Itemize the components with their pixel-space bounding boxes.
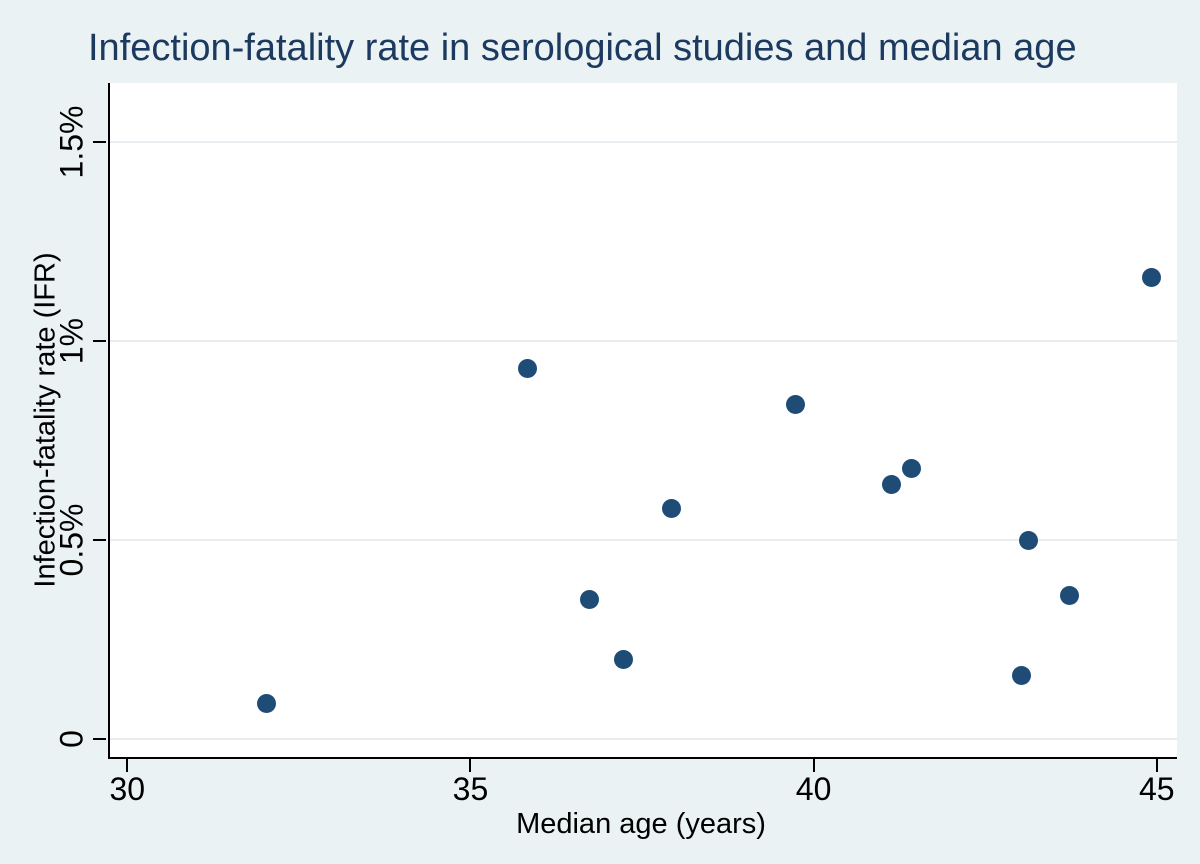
y-tick-label-0: 0 — [53, 730, 90, 748]
scatter-point-7 — [902, 458, 922, 478]
scatter-point-8 — [1011, 665, 1031, 685]
x-tick-30 — [126, 759, 129, 772]
scatter-point-2 — [579, 590, 599, 610]
scatter-point-9 — [1018, 530, 1038, 550]
scatter-point-10 — [1060, 586, 1080, 606]
scatter-point-0 — [257, 693, 277, 713]
gridline-y-0.5% — [110, 539, 1177, 541]
x-tick-40 — [812, 759, 815, 772]
y-tick-1% — [93, 340, 106, 343]
y-tick-1.5% — [93, 141, 106, 144]
x-tick-35 — [469, 759, 472, 772]
y-tick-label-1.5%: 1.5% — [53, 105, 90, 179]
x-tick-45 — [1155, 759, 1158, 772]
scatter-point-1 — [517, 359, 537, 379]
x-axis-title: Median age (years) — [516, 808, 766, 840]
scatter-point-5 — [785, 395, 805, 415]
gridline-y-0 — [110, 738, 1177, 740]
chart-title: Infection-fatality rate in serological s… — [88, 27, 1077, 69]
gridline-y-1% — [110, 340, 1177, 343]
scatter-point-3 — [613, 649, 633, 669]
y-tick-0 — [93, 738, 106, 740]
scatter-point-6 — [881, 474, 901, 494]
y-tick-0.5% — [93, 539, 106, 541]
x-tick-label-30: 30 — [109, 771, 146, 807]
x-tick-label-35: 35 — [452, 771, 489, 807]
plot-area — [108, 83, 1177, 759]
gridline-y-1.5% — [110, 141, 1177, 144]
x-tick-label-40: 40 — [795, 771, 832, 807]
x-tick-label-45: 45 — [1138, 771, 1175, 807]
y-axis-title: Infection-fatality rate (IFR) — [29, 252, 62, 588]
scatter-point-11 — [1142, 267, 1162, 287]
scatter-point-4 — [661, 498, 681, 518]
